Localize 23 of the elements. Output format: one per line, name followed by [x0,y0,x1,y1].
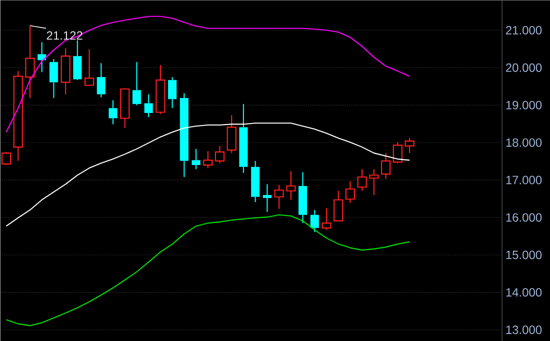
candlestick [25,24,35,98]
candlestick [13,70,23,162]
candlestick [96,62,106,98]
candlestick [251,160,260,202]
y-tick-label: 14.000 [506,288,542,296]
candlestick [298,171,308,224]
candlestick [262,183,272,212]
y-tick-label: 21.000 [506,26,542,34]
y-tick-label: 17.000 [506,176,542,184]
y-tick-label: 16.000 [506,213,542,222]
y-tick-label: 19.000 [506,100,542,110]
candlestick [49,58,58,98]
y-tick-label: 18.000 [506,138,542,147]
candlestick [132,61,141,106]
candlestick [168,76,177,108]
candlestick [345,180,356,204]
y-tick-label: 13.000 [506,325,542,334]
candlestick [38,42,46,73]
y-tick-label: 20.000 [506,63,542,72]
candlestick [180,92,188,178]
candlestick [239,103,248,174]
y-tick-label: 15.000 [506,250,542,260]
candlestick [214,145,225,164]
